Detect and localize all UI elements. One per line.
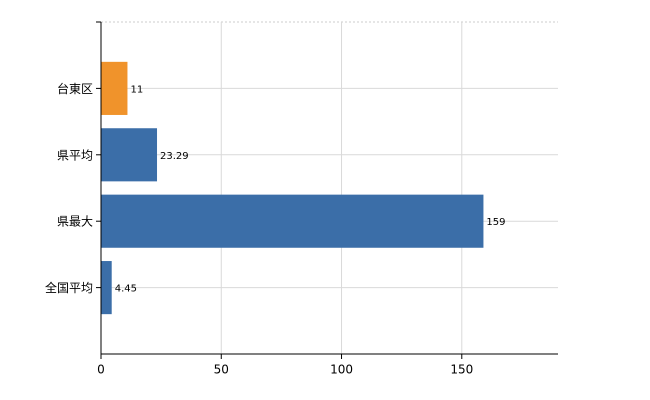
value-label: 4.45: [115, 284, 137, 295]
y-tick-label: 台東区: [57, 81, 93, 96]
y-tick-label: 県平均: [57, 148, 93, 162]
value-label: 23.29: [160, 151, 189, 162]
value-label: 159: [486, 217, 505, 228]
x-tick-label: 150: [450, 363, 473, 377]
x-tick-label: 100: [330, 363, 353, 377]
value-label: 11: [130, 84, 143, 95]
bar: [101, 194, 484, 248]
bar: [101, 261, 112, 315]
x-tick-label: 0: [97, 363, 105, 377]
bar: [101, 128, 158, 182]
bar: [101, 61, 128, 115]
y-tick-label: 県最大: [57, 215, 93, 229]
x-tick-label: 50: [214, 363, 229, 377]
y-tick-label: 全国平均: [45, 280, 93, 295]
